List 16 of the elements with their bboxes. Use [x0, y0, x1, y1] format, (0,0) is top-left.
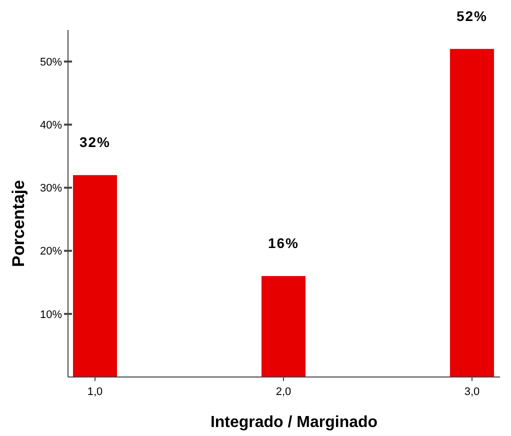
bar [73, 175, 117, 377]
bar [450, 48, 494, 377]
x-tick-label: 1,0 [87, 386, 103, 398]
data-label: 52% [456, 8, 488, 24]
x-tick-label: 3,0 [464, 386, 480, 398]
y-tick-label: 30% [40, 182, 62, 195]
x-tick-label: 2,0 [276, 386, 292, 398]
data-label: 32% [79, 134, 111, 150]
y-tick-label: 40% [40, 119, 62, 132]
y-tick-label: 10% [40, 308, 62, 321]
y-tick-label: 20% [40, 246, 62, 258]
data-label: 16% [268, 235, 300, 252]
y-axis-title: Porcentaje [9, 180, 28, 267]
bar [262, 276, 306, 377]
y-tick-label: 50% [40, 56, 62, 68]
x-axis-title: Integrado / Marginado [210, 414, 378, 431]
